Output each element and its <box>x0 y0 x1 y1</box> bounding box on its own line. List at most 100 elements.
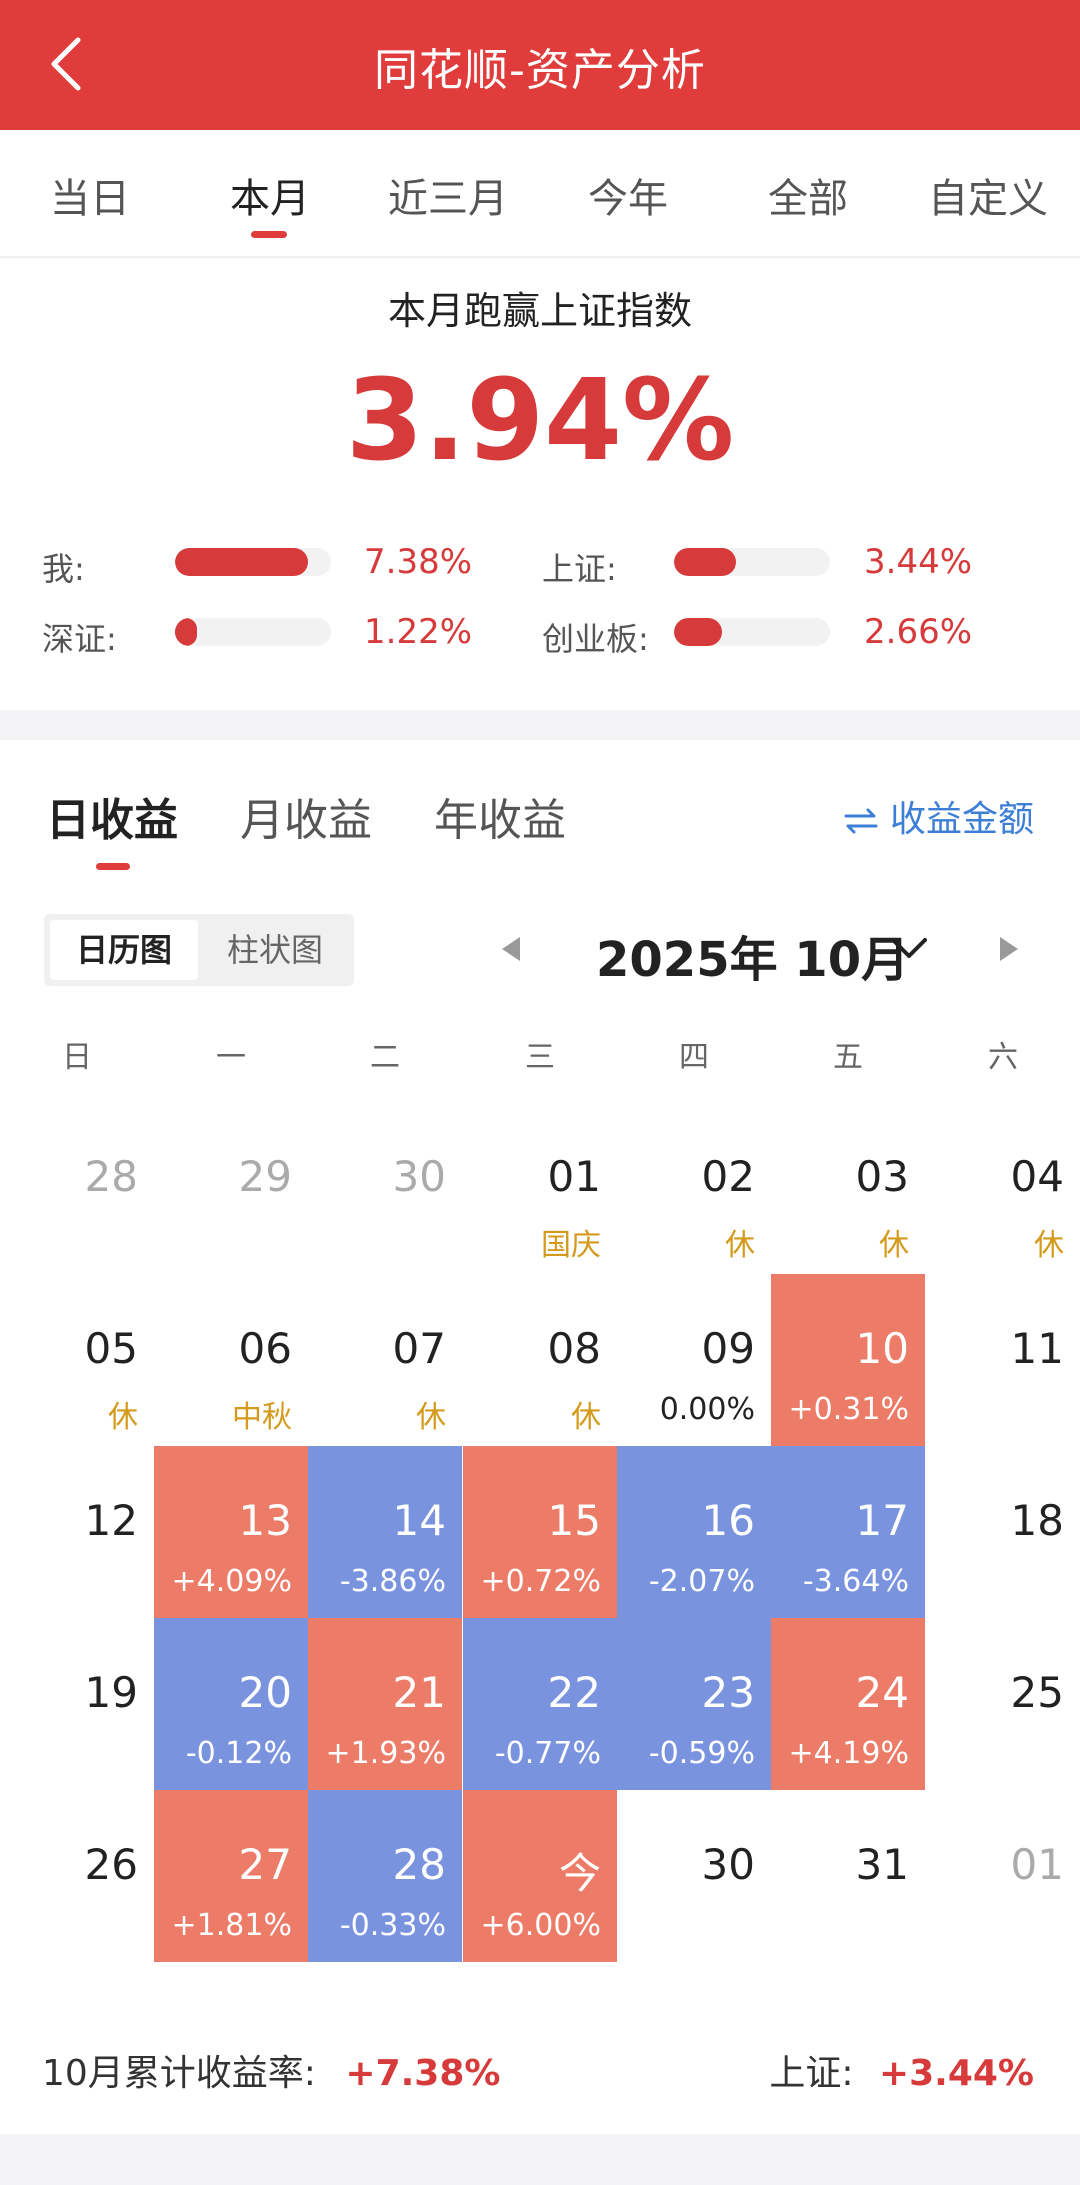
calendar-day-cell[interactable]: 29 <box>154 1102 308 1274</box>
weekday-wed: 三 <box>525 1040 555 1075</box>
calendar-day-cell[interactable]: 03 休 <box>771 1102 925 1274</box>
calendar-day-cell[interactable]: 今 +6.00% <box>463 1790 617 1962</box>
calendar-day-cell[interactable]: 16 -2.07% <box>617 1446 771 1618</box>
tab-active-indicator <box>251 231 287 238</box>
calendar-day-number: 03 <box>855 1152 909 1201</box>
chevron-down-icon[interactable] <box>890 936 928 962</box>
weekday-tue: 二 <box>370 1040 400 1075</box>
calendar-day-number: 01 <box>1010 1840 1064 1889</box>
calendar-day-number: 24 <box>855 1668 909 1717</box>
calendar-day-cell[interactable]: 02 休 <box>617 1102 771 1274</box>
calendar-day-cell[interactable]: 13 +4.09% <box>154 1446 308 1618</box>
calendar-day-cell[interactable]: 31 <box>771 1790 925 1962</box>
tab-yearly-return[interactable]: 年收益 <box>434 795 566 846</box>
calendar-day-number: 28 <box>84 1152 138 1201</box>
calendar-day-cell[interactable]: 18 <box>926 1446 1080 1618</box>
calendar-day-cell[interactable]: 11 <box>926 1274 1080 1446</box>
calendar-day-cell[interactable]: 24 +4.19% <box>771 1618 925 1790</box>
calendar-day-cell[interactable]: 01 <box>926 1790 1080 1962</box>
calendar-holiday-tag: 休 <box>571 1400 601 1435</box>
calendar-day-cell[interactable]: 30 <box>308 1102 462 1274</box>
amount-toggle-button[interactable]: 收益金额 <box>844 790 1034 842</box>
previous-month-icon[interactable] <box>500 935 524 963</box>
calendar-day-number: 07 <box>392 1324 446 1373</box>
calendar-day-cell[interactable]: 22 -0.77% <box>463 1618 617 1790</box>
calendar-day-number: 30 <box>701 1840 755 1889</box>
calendar-day-return: -0.33% <box>339 1908 446 1943</box>
calendar-day-cell[interactable]: 08 休 <box>463 1274 617 1446</box>
calendar-day-return: +6.00% <box>480 1908 601 1943</box>
calendar-day-number: 23 <box>701 1668 755 1717</box>
calendar-view-button[interactable]: 日历图 <box>50 920 198 980</box>
calendar-day-number: 16 <box>701 1496 755 1545</box>
section-tab-indicator <box>96 863 130 870</box>
bar-chart-view-button[interactable]: 柱状图 <box>226 931 323 969</box>
calendar-day-cell[interactable]: 15 +0.72% <box>463 1446 617 1618</box>
calendar-day-cell[interactable]: 10 +0.31% <box>771 1274 925 1446</box>
calendar-day-cell[interactable]: 25 <box>926 1618 1080 1790</box>
calendar-day-cell[interactable]: 07 休 <box>308 1274 462 1446</box>
calendar-day-return: +0.31% <box>788 1392 909 1427</box>
calendar-day-cell[interactable]: 09 0.00% <box>617 1274 771 1446</box>
tab-custom[interactable]: 自定义 <box>928 176 1048 222</box>
calendar-day-return: -3.86% <box>339 1564 446 1599</box>
calendar-day-return: -0.77% <box>494 1736 601 1771</box>
calendar-holiday-tag: 休 <box>416 1400 446 1435</box>
comparison-value-me: 7.38% <box>364 542 473 582</box>
tab-this-month[interactable]: 本月 <box>230 176 310 222</box>
comparison-bar-shenzhen <box>175 618 331 646</box>
calendar-day-number: 29 <box>238 1152 292 1201</box>
calendar-day-cell[interactable]: 12 <box>0 1446 154 1618</box>
calendar-day-number: 02 <box>701 1152 755 1201</box>
calendar-day-number: 13 <box>238 1496 292 1545</box>
calendar-day-cell[interactable]: 01 国庆 <box>463 1102 617 1274</box>
calendar-holiday-tag: 休 <box>1034 1228 1064 1263</box>
calendar-day-cell[interactable]: 23 -0.59% <box>617 1618 771 1790</box>
calendar-day-cell[interactable]: 27 +1.81% <box>154 1790 308 1962</box>
comparison-bar-fill <box>674 548 737 576</box>
comparison-label-me: 我: <box>42 550 85 588</box>
page-title: 同花顺-资产分析 <box>374 45 706 96</box>
tab-this-year[interactable]: 今年 <box>588 176 668 222</box>
tab-daily-return[interactable]: 日收益 <box>46 795 178 846</box>
calendar-holiday-tag: 休 <box>725 1228 755 1263</box>
tab-today[interactable]: 当日 <box>50 176 130 222</box>
calendar-day-cell[interactable]: 06 中秋 <box>154 1274 308 1446</box>
calendar-day-number: 27 <box>238 1840 292 1889</box>
calendar-day-cell[interactable]: 28 <box>0 1102 154 1274</box>
calendar-day-cell[interactable]: 19 <box>0 1618 154 1790</box>
calendar-day-cell[interactable]: 20 -0.12% <box>154 1618 308 1790</box>
calendar-day-number: 12 <box>84 1496 138 1545</box>
month-label[interactable]: 2025年 10月 <box>596 932 910 988</box>
comparison-label-chinext: 创业板: <box>542 620 649 658</box>
period-tabs: 当日 本月 近三月 今年 全部 自定义 <box>0 130 1080 258</box>
weekday-thu: 四 <box>679 1040 709 1075</box>
comparison-bar-me <box>175 548 331 576</box>
calendar-day-number: 15 <box>547 1496 601 1545</box>
calendar-day-cell[interactable]: 28 -0.33% <box>308 1790 462 1962</box>
cumulative-value: +7.38% <box>345 2053 501 2094</box>
calendar-day-cell[interactable]: 05 休 <box>0 1274 154 1446</box>
comparison-bar-fill <box>674 618 723 646</box>
calendar-day-number: 04 <box>1010 1152 1064 1201</box>
calendar-day-cell[interactable]: 21 +1.93% <box>308 1618 462 1790</box>
calendar-day-cell[interactable]: 26 <box>0 1790 154 1962</box>
tab-monthly-return[interactable]: 月收益 <box>240 795 372 846</box>
calendar-day-cell[interactable]: 14 -3.86% <box>308 1446 462 1618</box>
calendar-day-number: 18 <box>1010 1496 1064 1545</box>
calendar-day-return: -0.12% <box>185 1736 292 1771</box>
calendar-day-number: 31 <box>855 1840 909 1889</box>
weekday-sat: 六 <box>988 1040 1018 1075</box>
tab-three-months[interactable]: 近三月 <box>388 176 508 222</box>
next-month-icon[interactable] <box>996 935 1020 963</box>
comparison-label-shenzhen: 深证: <box>42 620 117 658</box>
outperform-value: 3.94% <box>345 356 735 486</box>
calendar-day-cell[interactable]: 30 <box>617 1790 771 1962</box>
back-arrow-icon[interactable] <box>42 32 92 96</box>
calendar-day-return: +4.19% <box>788 1736 909 1771</box>
calendar-day-return: -3.64% <box>802 1564 909 1599</box>
calendar-day-cell[interactable]: 04 休 <box>926 1102 1080 1274</box>
tab-all[interactable]: 全部 <box>768 176 848 222</box>
calendar-day-cell[interactable]: 17 -3.64% <box>771 1446 925 1618</box>
calendar-day-number: 28 <box>392 1840 446 1889</box>
